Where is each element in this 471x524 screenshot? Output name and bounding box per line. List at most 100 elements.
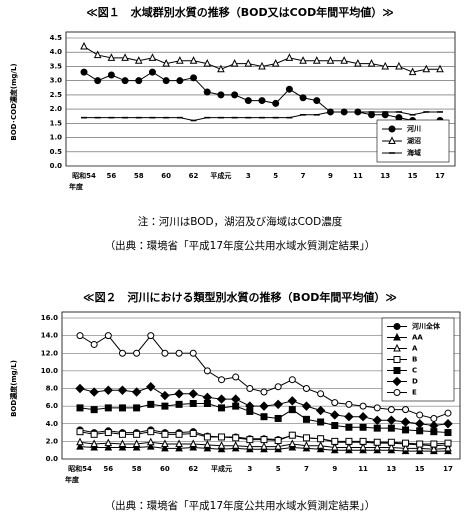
y-axis-label: BOD濃度(mg/L) [9, 360, 18, 417]
data-point [373, 438, 381, 446]
y-tick-label: 2.0 [50, 105, 63, 113]
data-point [301, 401, 312, 411]
y-tick-label: 4.0 [46, 420, 59, 428]
y-tick-label: 2.5 [50, 91, 63, 99]
data-point [230, 58, 239, 67]
data-point [189, 439, 198, 448]
data-point [359, 402, 367, 410]
data-point [93, 50, 102, 59]
y-tick-label: 3.5 [50, 62, 63, 70]
data-point [246, 436, 254, 444]
x-tick-label: 13 [387, 465, 397, 473]
data-point [80, 68, 88, 76]
data-point [344, 411, 354, 422]
data-point [299, 94, 307, 102]
data-point [133, 430, 141, 438]
y-tick-label: 4.0 [50, 48, 63, 56]
data-point [373, 442, 382, 451]
data-point [175, 400, 183, 408]
data-point [287, 396, 298, 406]
data-point [189, 349, 197, 357]
data-point [331, 399, 339, 407]
data-point [436, 64, 444, 73]
data-point [217, 441, 226, 449]
x-tick-label: 60 [160, 465, 170, 473]
data-point [345, 437, 353, 445]
data-point [359, 442, 367, 451]
legend-marker [393, 389, 401, 396]
data-point [259, 401, 269, 411]
data-point [75, 383, 85, 394]
data-point [444, 443, 452, 452]
data-point [104, 332, 112, 340]
data-point [146, 442, 155, 450]
data-point [230, 394, 241, 404]
data-point [260, 388, 268, 396]
x-tick-label: 15 [415, 465, 425, 473]
data-point [359, 423, 367, 431]
data-point [373, 404, 381, 412]
data-point [90, 442, 98, 451]
data-point [76, 428, 84, 436]
data-point [76, 442, 84, 450]
data-point [161, 402, 169, 410]
legend-marker [393, 356, 401, 363]
data-point [381, 61, 390, 70]
data-point [373, 424, 381, 432]
legend-marker [388, 136, 396, 144]
data-point [217, 444, 226, 453]
data-point [317, 390, 325, 398]
x-axis-label: 年度 [69, 182, 84, 191]
data-point [408, 67, 417, 76]
data-point [274, 414, 282, 422]
legend-marker [393, 367, 401, 374]
data-point [400, 417, 411, 427]
y-tick-label: 6.0 [46, 402, 59, 410]
data-point [90, 340, 98, 348]
data-point [326, 56, 335, 64]
data-point [354, 58, 362, 67]
data-point [367, 58, 376, 67]
data-point [312, 56, 321, 64]
y-tick-label: 1.0 [50, 134, 63, 142]
data-point [189, 442, 198, 451]
data-point [274, 436, 282, 444]
data-point [132, 442, 141, 451]
legend-marker [393, 332, 401, 341]
data-point [272, 99, 280, 107]
data-point [148, 53, 157, 61]
data-point [148, 68, 156, 76]
data-point [260, 436, 268, 444]
data-point [444, 429, 452, 437]
data-point [443, 419, 453, 429]
data-point [288, 442, 297, 451]
data-point [104, 442, 113, 451]
x-tick-label: 17 [435, 172, 445, 180]
legend-label: D [412, 378, 418, 386]
data-point [147, 400, 155, 408]
data-point [90, 430, 98, 438]
y-tick-label: 8.0 [46, 385, 59, 393]
data-point [260, 413, 268, 421]
data-point [414, 419, 425, 429]
x-tick-label: 62 [188, 465, 198, 473]
x-tick-label: 5 [273, 172, 278, 180]
x-tick-label: 13 [380, 172, 390, 180]
data-point [118, 404, 126, 412]
data-point [203, 88, 211, 96]
legend-label: E [412, 389, 417, 397]
data-point [260, 442, 268, 450]
data-point [90, 406, 98, 414]
data-point [89, 387, 99, 397]
x-tick-label: 5 [276, 465, 281, 473]
data-point [203, 443, 212, 452]
data-point [133, 404, 141, 412]
data-point [104, 404, 112, 412]
data-point [302, 434, 310, 442]
x-tick-label: 11 [358, 465, 368, 473]
data-point [415, 443, 424, 452]
data-point [147, 428, 155, 436]
data-point [80, 41, 88, 50]
data-point [160, 390, 170, 401]
